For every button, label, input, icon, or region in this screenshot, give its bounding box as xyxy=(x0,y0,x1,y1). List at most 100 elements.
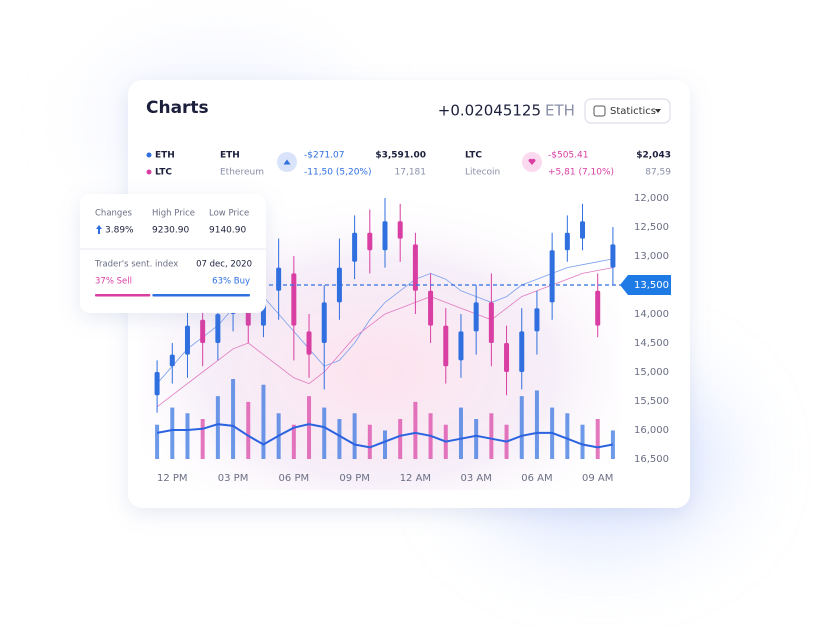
y-tick-label: 12,000 xyxy=(634,193,669,204)
amount-unit: ETH xyxy=(545,102,575,120)
candle-body xyxy=(169,354,175,367)
volume-bar xyxy=(565,413,570,459)
date: 07 dec, 2020 xyxy=(196,260,252,270)
change: -$505.41 xyxy=(548,151,588,161)
candle-body xyxy=(291,273,297,326)
x-tick-label: 12 PM xyxy=(157,473,188,484)
candle-body xyxy=(276,267,282,291)
volume-bar xyxy=(246,401,251,459)
y-tick-label: 16,000 xyxy=(634,425,669,436)
y-tick-label: 16,500 xyxy=(634,454,669,465)
candle-body xyxy=(580,221,586,239)
candle-body xyxy=(321,302,327,343)
candle-body xyxy=(200,319,206,343)
candle-body xyxy=(306,331,312,355)
volume-bar xyxy=(307,396,312,459)
current-tag xyxy=(620,275,671,295)
y-tick-label: 14,000 xyxy=(634,309,669,320)
volume-bar xyxy=(474,419,479,459)
candle-body xyxy=(549,250,555,303)
candle-body xyxy=(534,308,540,332)
volume-bar xyxy=(170,407,175,459)
volume-bar xyxy=(291,424,296,459)
candle-body xyxy=(184,325,190,355)
candle-body xyxy=(519,331,525,372)
volume-bar xyxy=(458,407,463,459)
price: $2,043 xyxy=(636,151,671,161)
change-pct: +5,81 (7,10%) xyxy=(548,168,614,178)
volume-bar xyxy=(322,407,327,459)
plot: 12,000 12,500 13,000 13,500 14,000 14,500 15,0… xyxy=(150,193,671,484)
up-arrow xyxy=(96,225,102,234)
volume-bar xyxy=(337,419,342,459)
amount: +0.02045125 xyxy=(438,102,541,120)
candle-body xyxy=(382,221,388,251)
volume: 17,181 xyxy=(395,168,427,178)
volume-bar xyxy=(185,413,190,459)
volume-bar xyxy=(215,396,220,459)
volume-bar xyxy=(595,419,600,459)
candle-body xyxy=(412,244,418,291)
volume-bar xyxy=(352,413,357,459)
volume-bar xyxy=(383,430,387,459)
buy-bar xyxy=(152,294,250,297)
symbol: ETH xyxy=(220,151,240,161)
candle-body xyxy=(215,314,221,343)
candle-body xyxy=(352,232,358,262)
volume-bar xyxy=(155,424,160,459)
y-tick-label: 15,000 xyxy=(634,367,669,378)
candle-body xyxy=(367,232,373,251)
legend-label: LTC xyxy=(155,168,172,178)
title: Charts xyxy=(146,98,209,118)
popup-header: High Price xyxy=(152,209,195,219)
candle-body xyxy=(564,232,570,251)
coin-name: Ethereum xyxy=(220,168,264,178)
buy-label: 63% Buy xyxy=(212,277,250,287)
volume: 87,59 xyxy=(645,168,671,178)
statistics-button[interactable] xyxy=(584,98,671,124)
volume-bar xyxy=(534,390,539,459)
volume-bar xyxy=(200,419,205,459)
button-label[interactable]: Statictics xyxy=(610,106,656,117)
sell-label: 37% Sell xyxy=(95,277,132,287)
x-tick-label: 06 AM xyxy=(521,473,552,484)
volume-bar xyxy=(413,401,418,459)
x-tick-label: 06 PM xyxy=(279,473,310,484)
change-pct: -11,50 (5,20%) xyxy=(304,168,372,178)
sell-bar xyxy=(95,294,151,297)
volume-bar xyxy=(519,396,524,459)
popup-value: 9230.90 xyxy=(152,226,189,236)
coin-name: Litecoin xyxy=(465,168,500,178)
candle-body xyxy=(154,372,160,396)
candle-body xyxy=(428,290,434,326)
candle-body xyxy=(397,221,403,239)
price: $3,591.00 xyxy=(375,151,426,161)
popup-header: Changes xyxy=(95,209,133,219)
legend-dot xyxy=(146,169,152,175)
legend-label: ETH xyxy=(155,151,175,161)
volume-bar xyxy=(580,424,585,459)
legend-dot xyxy=(146,152,152,158)
volume-bar xyxy=(367,424,372,459)
x-tick-label: 03 AM xyxy=(460,473,491,484)
y-tick-label: 15,500 xyxy=(634,396,669,407)
x-tick-label: 09 PM xyxy=(339,473,370,484)
popup: Changes High Price Low Price 3.89% 9230.… xyxy=(80,194,266,313)
icon-heart xyxy=(528,158,536,165)
volume-bar xyxy=(231,379,236,459)
y-tick-label: 14,500 xyxy=(634,338,669,349)
volume-bar xyxy=(489,413,494,459)
candle-body xyxy=(443,325,449,367)
candle-body xyxy=(504,343,510,372)
x-tick-label: 09 AM xyxy=(582,473,613,484)
current-label: 13,500 xyxy=(634,280,669,291)
y-tick-label: 13,000 xyxy=(634,251,669,262)
popup-header: Low Price xyxy=(209,209,249,219)
symbol: LTC xyxy=(465,151,482,161)
candle-body xyxy=(595,290,601,326)
x-tick-label: 12 AM xyxy=(400,473,431,484)
change: -$271.07 xyxy=(304,151,344,161)
index-label: Trader's sent. index xyxy=(94,260,178,270)
